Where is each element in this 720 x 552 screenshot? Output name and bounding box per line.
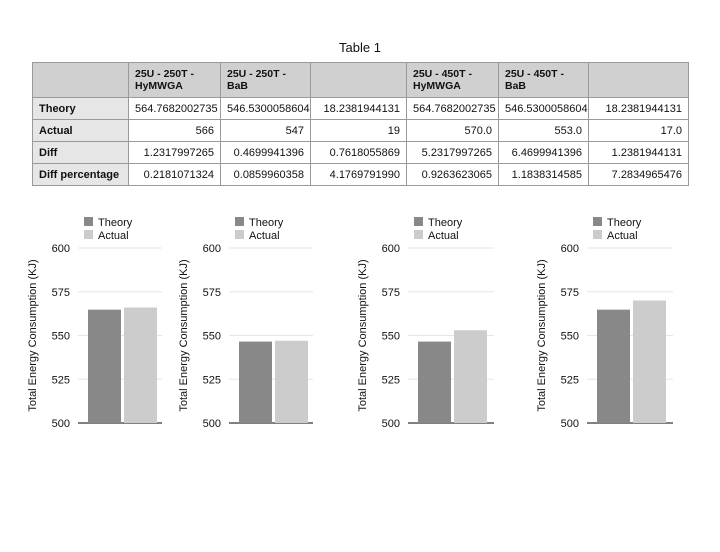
table-row: Theory 564.7682002735 546.5300058604 18.… [32,97,689,120]
legend-label: Theory [607,217,642,229]
y-tick-label: 575 [561,287,579,299]
legend-swatch-actual [414,230,423,239]
y-tick-label: 550 [382,331,400,343]
legend-swatch-actual [84,230,93,239]
legend-swatch-theory [84,217,93,226]
bar-actual [633,300,666,423]
table-cell: 5.2317997265 [406,141,499,164]
table-cell: 17.0 [588,119,689,142]
bar-actual [275,340,308,423]
y-axis-label: Total Energy Consumption (KJ) [27,259,39,411]
y-tick-label: 500 [382,418,400,430]
y-tick-label: 575 [52,287,70,299]
legend-swatch-theory [414,217,423,226]
legend-label: Theory [98,217,133,229]
table-title: Table 1 [339,40,381,55]
table-header-row: 25U - 250T - HyMWGA 25U - 250T - BaB 25U… [32,62,689,98]
legend-swatch-theory [593,217,602,226]
y-tick-label: 550 [561,331,579,343]
y-tick-label: 500 [52,418,70,430]
table-cell: 18.2381944131 [588,97,689,120]
bar-theory [239,341,272,423]
table-row: Diff percentage 0.2181071324 0.085996035… [32,163,689,186]
legend-label: Theory [249,217,284,229]
table-cell: 7.2834965476 [588,163,689,186]
bar-actual [454,330,487,423]
table-cell: 570.0 [406,119,499,142]
legend-label: Actual [428,230,459,242]
y-tick-label: 500 [203,418,221,430]
y-tick-label: 575 [382,287,400,299]
bar-theory [418,341,451,423]
y-axis-label: Total Energy Consumption (KJ) [536,259,548,411]
legend-swatch-actual [235,230,244,239]
y-tick-label: 600 [52,243,70,255]
y-tick-label: 600 [561,243,579,255]
table-cell: 546.5300058604 [220,97,311,120]
legend-swatch-actual [593,230,602,239]
y-tick-label: 550 [203,331,221,343]
legend-label: Actual [607,230,638,242]
legend-label: Actual [98,230,129,242]
y-tick-label: 525 [382,374,400,386]
table-cell: 0.4699941396 [220,141,311,164]
y-tick-label: 525 [203,374,221,386]
y-axis-label: Total Energy Consumption (KJ) [178,259,190,411]
table-header-cell: 25U - 450T - HyMWGA [406,62,499,98]
bar-theory [88,309,121,423]
table-header-cell: 25U - 450T - BaB [498,62,589,98]
bar-actual [124,307,157,423]
row-label: Theory [32,97,129,120]
table-cell: 564.7682002735 [128,97,221,120]
y-tick-label: 500 [561,418,579,430]
table-cell: 1.1838314585 [498,163,589,186]
y-tick-label: 525 [561,374,579,386]
y-axis-label: Total Energy Consumption (KJ) [357,259,369,411]
table-header-cell [588,62,689,98]
row-label: Diff percentage [32,163,129,186]
y-tick-label: 550 [52,331,70,343]
table-header-cell: 25U - 250T - BaB [220,62,311,98]
table-header-cell [310,62,407,98]
y-tick-label: 600 [382,243,400,255]
legend-label: Actual [249,230,280,242]
bar-theory [597,309,630,423]
legend-swatch-theory [235,217,244,226]
y-tick-label: 525 [52,374,70,386]
legend-label: Theory [428,217,463,229]
results-table: 25U - 250T - HyMWGA 25U - 250T - BaB 25U… [32,62,689,186]
table-cell: 0.2181071324 [128,163,221,186]
table-cell: 0.0859960358 [220,163,311,186]
y-tick-label: 575 [203,287,221,299]
y-tick-label: 600 [203,243,221,255]
